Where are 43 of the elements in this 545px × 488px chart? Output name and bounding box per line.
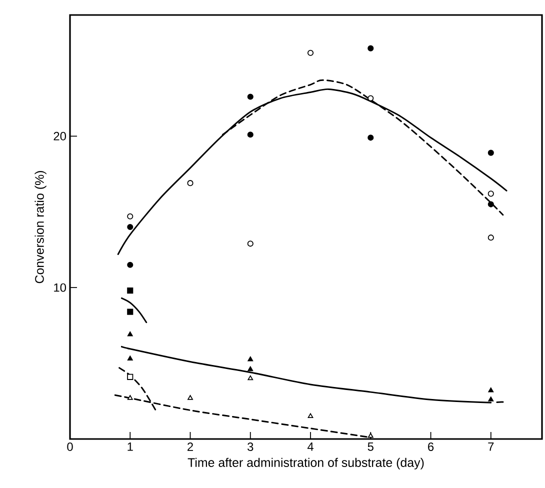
point bbox=[248, 375, 254, 380]
x-tick-label: 3 bbox=[248, 442, 254, 451]
point bbox=[127, 356, 133, 360]
point bbox=[127, 213, 134, 220]
x-tick-label: 7 bbox=[488, 442, 494, 451]
point bbox=[368, 95, 374, 102]
y-tick-label: 10 bbox=[54, 283, 66, 292]
point bbox=[247, 132, 254, 138]
point bbox=[127, 374, 134, 380]
point bbox=[488, 190, 494, 197]
line-series bbox=[120, 297, 148, 324]
y-axis-title: Conversion ratio (%) bbox=[34, 171, 46, 284]
point bbox=[247, 94, 254, 100]
point bbox=[188, 395, 193, 400]
point bbox=[488, 234, 494, 241]
x-tick-label: 6 bbox=[428, 442, 434, 451]
point bbox=[247, 240, 254, 247]
point bbox=[368, 432, 374, 438]
point bbox=[488, 201, 494, 208]
point bbox=[187, 180, 194, 186]
point bbox=[127, 331, 133, 336]
x-axis-title: Time after administration of substrate (day) bbox=[188, 458, 424, 470]
x-tick-label: 4 bbox=[307, 442, 314, 451]
y-tick-label: 20 bbox=[54, 132, 66, 140]
x-tick-label: 5 bbox=[368, 442, 374, 451]
point bbox=[248, 356, 254, 362]
point bbox=[127, 262, 134, 268]
point bbox=[488, 388, 494, 392]
line-series bbox=[120, 346, 492, 404]
x-tick-label: 1 bbox=[128, 442, 133, 451]
point bbox=[488, 396, 494, 402]
point bbox=[488, 150, 494, 156]
point bbox=[368, 45, 374, 52]
point bbox=[368, 134, 374, 141]
point bbox=[127, 395, 133, 400]
point bbox=[308, 413, 314, 418]
point bbox=[248, 366, 254, 372]
x-tick-label: 2 bbox=[188, 442, 193, 451]
point bbox=[127, 224, 134, 230]
point bbox=[127, 308, 134, 315]
x-tick-label: 0 bbox=[67, 442, 73, 451]
point bbox=[127, 288, 134, 294]
point bbox=[307, 50, 314, 56]
